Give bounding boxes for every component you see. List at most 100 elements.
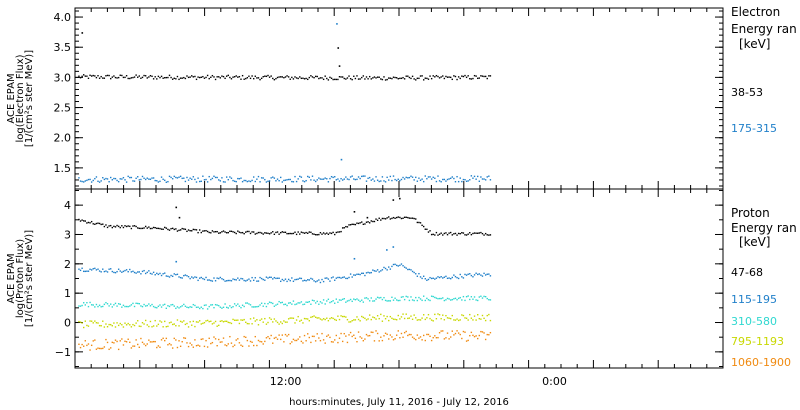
data-point bbox=[243, 318, 245, 321]
data-point bbox=[453, 233, 455, 235]
data-point bbox=[167, 344, 169, 346]
data-point bbox=[233, 344, 236, 346]
data-point bbox=[365, 272, 368, 274]
data-point bbox=[299, 175, 301, 178]
data-point bbox=[95, 303, 98, 306]
data-point bbox=[469, 179, 471, 181]
data-point bbox=[100, 347, 102, 350]
data-point bbox=[442, 234, 444, 236]
data-point bbox=[430, 77, 433, 80]
data-point bbox=[251, 179, 253, 182]
data-point bbox=[257, 339, 260, 342]
data-point bbox=[443, 338, 446, 340]
data-point bbox=[372, 77, 374, 79]
data-point bbox=[252, 317, 255, 319]
data-point bbox=[171, 347, 174, 349]
data-point bbox=[283, 341, 285, 343]
data-point bbox=[364, 317, 366, 320]
data-point bbox=[252, 306, 255, 308]
data-point bbox=[113, 225, 115, 228]
data-point bbox=[265, 181, 268, 183]
data-point bbox=[237, 338, 239, 340]
data-point bbox=[442, 330, 444, 332]
data-point bbox=[416, 334, 419, 336]
data-point bbox=[249, 340, 252, 343]
data-point bbox=[305, 318, 307, 320]
data-point bbox=[329, 336, 331, 339]
data-point bbox=[380, 180, 382, 182]
data-point bbox=[321, 178, 323, 180]
data-point bbox=[211, 323, 214, 325]
data-point bbox=[90, 269, 93, 271]
data-point bbox=[275, 77, 277, 80]
data-point bbox=[249, 304, 252, 306]
data-point bbox=[407, 317, 409, 320]
data-point bbox=[235, 304, 237, 307]
data-point bbox=[144, 344, 147, 347]
data-point bbox=[192, 176, 195, 178]
data-point bbox=[403, 266, 406, 268]
data-point bbox=[473, 74, 476, 77]
data-point bbox=[151, 326, 153, 328]
data-point bbox=[322, 280, 325, 283]
data-point bbox=[206, 230, 209, 233]
data-point bbox=[338, 231, 341, 233]
data-point bbox=[327, 334, 330, 336]
data-point bbox=[427, 231, 430, 233]
data-point bbox=[281, 181, 283, 183]
data-point bbox=[184, 77, 187, 80]
data-point bbox=[437, 313, 439, 315]
data-point bbox=[154, 179, 156, 182]
data-point bbox=[181, 305, 183, 307]
data-point bbox=[478, 232, 480, 234]
data-point bbox=[292, 280, 295, 283]
data-point bbox=[348, 334, 350, 336]
data-point bbox=[256, 280, 258, 282]
data-point bbox=[378, 180, 380, 183]
data-point bbox=[197, 177, 199, 179]
data-point bbox=[318, 337, 320, 339]
data-point bbox=[278, 323, 280, 325]
data-point bbox=[78, 343, 80, 345]
data-point bbox=[354, 274, 357, 276]
data-point bbox=[380, 313, 382, 316]
data-point bbox=[216, 344, 218, 347]
data-point bbox=[227, 74, 229, 77]
data-point bbox=[410, 217, 412, 219]
data-point bbox=[113, 304, 115, 306]
data-point bbox=[102, 305, 104, 308]
data-point bbox=[372, 316, 374, 318]
data-point bbox=[249, 318, 252, 320]
data-point bbox=[141, 341, 144, 344]
data-point bbox=[368, 222, 371, 224]
data-point bbox=[235, 279, 237, 281]
data-point bbox=[121, 225, 123, 227]
data-point bbox=[175, 273, 177, 276]
data-point bbox=[176, 75, 179, 78]
data-point bbox=[144, 319, 147, 322]
data-point bbox=[137, 343, 139, 346]
data-point bbox=[415, 79, 417, 81]
data-point bbox=[111, 341, 114, 344]
data-point bbox=[448, 277, 450, 279]
data-point bbox=[419, 298, 422, 300]
data-point bbox=[197, 321, 199, 323]
data-point bbox=[170, 274, 172, 277]
data-point bbox=[224, 77, 226, 80]
data-point bbox=[265, 323, 268, 325]
data-point bbox=[81, 180, 83, 183]
data-point bbox=[100, 271, 102, 273]
data-point bbox=[486, 234, 488, 236]
data-point bbox=[192, 320, 195, 323]
data-point bbox=[359, 300, 361, 303]
data-point bbox=[178, 216, 181, 219]
data-point bbox=[168, 322, 171, 324]
data-point bbox=[81, 32, 84, 34]
data-point bbox=[429, 335, 431, 338]
data-point bbox=[354, 77, 357, 80]
data-point bbox=[421, 277, 423, 280]
data-point bbox=[100, 223, 102, 226]
data-point bbox=[92, 304, 94, 306]
data-point bbox=[148, 270, 150, 272]
data-point bbox=[79, 346, 82, 349]
